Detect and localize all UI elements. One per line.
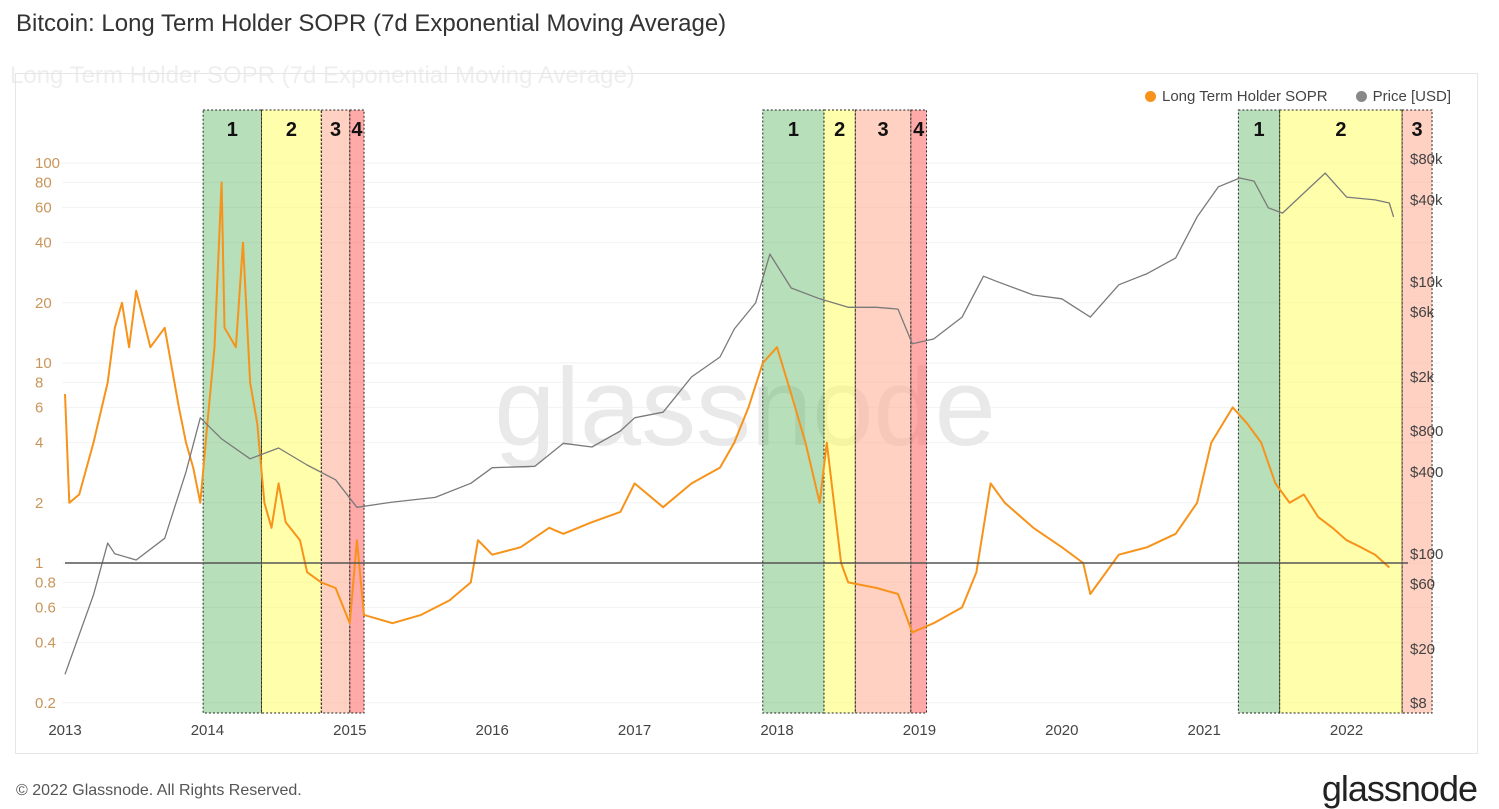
y-left-tick-label: 0.2: [35, 695, 56, 712]
x-tick-label: 2014: [191, 722, 224, 739]
phase-label: 3: [330, 119, 341, 141]
x-tick-label: 2021: [1188, 722, 1221, 739]
phase-label: 3: [878, 119, 889, 141]
phase-3-region: [1401, 109, 1433, 714]
y-right-tick-label: $40k: [1410, 192, 1443, 209]
price-dot-icon: [1355, 91, 1367, 102]
y-left-tick-label: 6: [35, 399, 43, 416]
phase-3-region: [320, 109, 351, 714]
phase-1-region: [1237, 109, 1281, 714]
y-right-tick-label: $10k: [1410, 274, 1443, 291]
phase-label: 2: [286, 119, 297, 141]
y-right-tick-label: $2k: [1410, 369, 1435, 386]
phase-label: 1: [227, 119, 238, 141]
phase-label: 4: [351, 119, 363, 141]
x-tick-label: 2015: [333, 722, 366, 739]
y-left-tick-label: 0.8: [35, 574, 56, 591]
y-left-tick-label: 0.6: [35, 599, 56, 616]
phase-label: 2: [1335, 119, 1346, 141]
y-right-tick-label: $6k: [1410, 304, 1435, 321]
brand-logo: glassnode: [1321, 768, 1478, 809]
y-left-tick-label: 1: [35, 555, 43, 572]
legend-label: Long Term Holder SOPR: [1162, 88, 1328, 105]
y-left-tick-label: 8: [35, 374, 43, 391]
phase-1-region: [202, 109, 263, 714]
y-right-tick-label: $800: [1410, 423, 1443, 440]
y-right-tick-label: $20: [1410, 641, 1435, 658]
x-tick-label: 2019: [903, 722, 936, 739]
phase-label: 1: [788, 119, 799, 141]
sopr-dot-icon: [1145, 91, 1156, 102]
y-right-tick-label: $100: [1410, 546, 1443, 563]
phase-2-region: [1279, 109, 1403, 714]
page-title: Bitcoin: Long Term Holder SOPR (7d Expon…: [16, 10, 727, 37]
y-right-tick-label: $60: [1410, 576, 1435, 593]
x-tick-label: 2016: [476, 722, 509, 739]
y-left-tick-label: 60: [35, 199, 52, 216]
phase-1-region: [762, 109, 825, 714]
legend-item-sopr[interactable]: Long Term Holder SOPR: [1145, 88, 1328, 105]
ghost-title: Long Term Holder SOPR (7d Exponential Mo…: [10, 62, 635, 89]
phase-4-region: [910, 109, 928, 714]
y-left-tick-label: 20: [35, 295, 52, 312]
phase-2-region: [261, 109, 322, 714]
y-left-tick-label: 80: [35, 174, 52, 191]
y-left-tick-label: 4: [35, 435, 43, 452]
legend-label: Price [USD]: [1372, 88, 1451, 105]
price-line: [64, 172, 1395, 675]
x-tick-label: 2020: [1045, 722, 1078, 739]
phase-label: 2: [834, 119, 845, 141]
copyright: © 2022 Glassnode. All Rights Reserved.: [16, 782, 302, 799]
legend-item-price[interactable]: Price [USD]: [1355, 88, 1451, 105]
x-tick-label: 2013: [48, 722, 81, 739]
y-left-tick-label: 100: [35, 155, 60, 172]
sopr-line: [64, 181, 1390, 634]
legend: Long Term Holder SOPR Price [USD]: [1145, 88, 1451, 105]
phase-label: 3: [1412, 119, 1423, 141]
x-tick-label: 2018: [760, 722, 793, 739]
chart-frame: [15, 73, 1478, 754]
phase-3-region: [854, 109, 912, 714]
y-left-tick-label: 40: [35, 235, 52, 252]
phase-label: 1: [1253, 119, 1264, 141]
x-tick-label: 2022: [1330, 722, 1363, 739]
x-tick-label: 2017: [618, 722, 651, 739]
y-left-tick-label: 0.4: [35, 635, 56, 652]
phase-2-region: [823, 109, 856, 714]
y-right-tick-label: $400: [1410, 464, 1443, 481]
y-right-tick-label: $8: [1410, 695, 1427, 712]
y-left-tick-label: 2: [35, 495, 43, 512]
y-left-tick-label: 10: [35, 355, 52, 372]
y-right-tick-label: $80k: [1410, 151, 1443, 168]
phase-label: 4: [913, 119, 925, 141]
phase-4-region: [349, 109, 365, 714]
